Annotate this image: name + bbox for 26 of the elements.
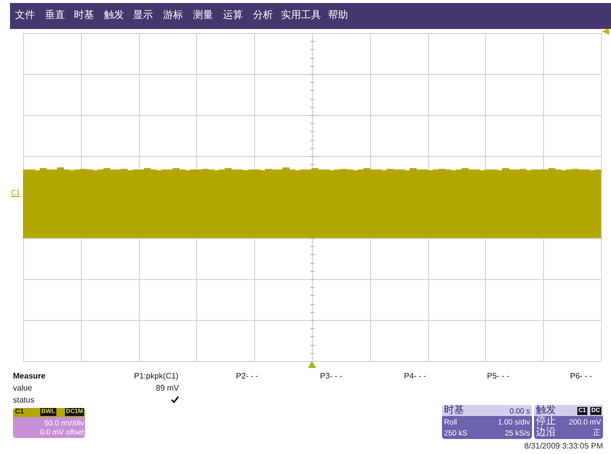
text: P5- - - xyxy=(487,372,510,380)
text: P2- - - xyxy=(236,372,258,380)
text: 边沿 xyxy=(536,427,556,438)
text: 时基 xyxy=(74,10,94,21)
text: 游标 xyxy=(163,10,183,21)
text: P3- - - xyxy=(320,372,342,380)
text: Measure xyxy=(13,372,46,380)
text: 触发 xyxy=(536,404,556,416)
text: 显示 xyxy=(133,10,153,21)
text: 分析 xyxy=(253,10,273,21)
text: status xyxy=(13,396,34,404)
text: 文件 xyxy=(15,10,35,21)
text: 停止 xyxy=(536,416,556,427)
text: 89 mV xyxy=(156,384,179,392)
text: P1:pkpk(C1) xyxy=(134,372,178,380)
text: 触发 xyxy=(104,10,124,21)
text: 帮助 xyxy=(328,10,348,21)
text: 运算 xyxy=(223,10,243,21)
text: 8/31/2009 3:33:05 PM xyxy=(524,442,603,450)
text: 时基 xyxy=(444,404,464,416)
text: 测量 xyxy=(193,10,213,21)
text: value xyxy=(13,384,32,392)
text: P4- - - xyxy=(404,372,426,380)
text: 垂直 xyxy=(45,10,65,21)
text: P6- - - xyxy=(570,372,592,380)
text: 实用工具 xyxy=(281,10,321,21)
